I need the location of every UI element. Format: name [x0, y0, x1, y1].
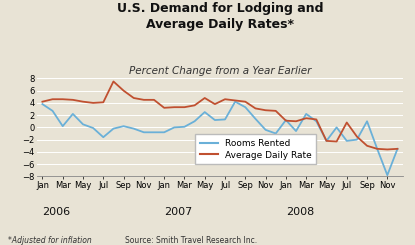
Text: 2006: 2006 — [42, 207, 71, 217]
Text: *Adjusted for inflation: *Adjusted for inflation — [8, 235, 92, 245]
Legend: Rooms Rented, Average Daily Rate: Rooms Rented, Average Daily Rate — [195, 134, 316, 164]
Text: U.S. Demand for Lodging and
Average Daily Rates*: U.S. Demand for Lodging and Average Dail… — [117, 2, 323, 31]
Text: 2008: 2008 — [286, 207, 314, 217]
Text: Source: Smith Travel Research Inc.: Source: Smith Travel Research Inc. — [124, 235, 256, 245]
Text: 2007: 2007 — [164, 207, 193, 217]
Text: Percent Change from a Year Earlier: Percent Change from a Year Earlier — [129, 66, 311, 76]
